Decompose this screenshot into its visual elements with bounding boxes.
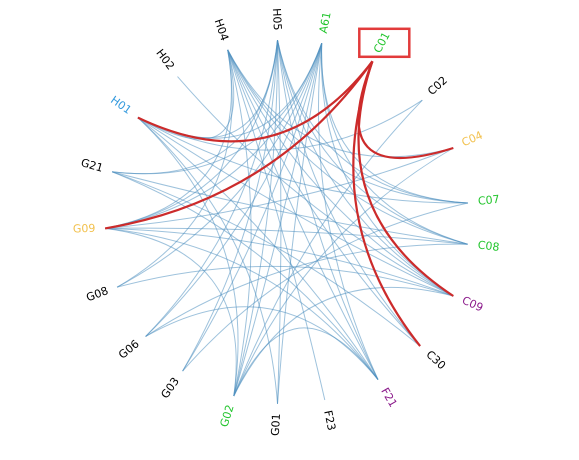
edge-F21-G02	[233, 327, 379, 397]
node-label-g21: G21	[79, 156, 104, 175]
node-label-g06: G06	[116, 337, 142, 361]
highlight-edge-C01-G09	[104, 60, 374, 230]
node-label-g08: G08	[84, 284, 110, 304]
edge-C09-G08	[116, 265, 454, 297]
edge-G02-H01	[137, 117, 239, 397]
highlight-box	[358, 27, 411, 59]
node-label-h04: H04	[212, 17, 232, 42]
edge-C08-H04	[227, 49, 468, 245]
edge-G02-G09	[105, 227, 237, 397]
edge-C04-H04	[227, 49, 454, 158]
edge-C09-H04	[227, 49, 454, 297]
edge-F21-A61	[318, 43, 379, 380]
edge-C04-G02	[233, 147, 454, 397]
highlight-edge-C01-C09	[357, 60, 454, 297]
edge-H01-H04	[137, 49, 235, 140]
highlight-edge-C01-C30	[352, 60, 421, 347]
edge-F21-H01	[137, 117, 379, 380]
node-label-c01: C01	[371, 30, 393, 55]
edge-G09-H05	[105, 40, 278, 229]
edge-H04-C30	[227, 49, 421, 347]
edge-A61-C08	[321, 43, 468, 245]
edge-C09-H05	[277, 40, 454, 297]
node-label-h02: H02	[153, 47, 177, 73]
edge-C30-G21	[111, 171, 421, 347]
edge-C04-G09	[105, 147, 454, 229]
node-label-c02: C02	[425, 74, 450, 98]
node-label-g01: G01	[269, 413, 283, 436]
node-label-c04: C04	[460, 129, 485, 150]
node-label-f23: F23	[321, 409, 338, 432]
edge-C02-G02	[233, 99, 423, 397]
edge-C09-H01	[137, 117, 454, 297]
edge-F21-H05	[277, 40, 379, 380]
node-label-c08: C08	[477, 238, 500, 254]
edge-G06-H05	[145, 40, 278, 337]
edge-F21-G21	[111, 171, 379, 380]
edge-G06-A61	[145, 43, 323, 337]
node-label-h05: H05	[270, 8, 284, 31]
edge-C30-H05	[277, 40, 421, 347]
edge-G09-H04	[105, 49, 232, 229]
edge-C08-G21	[111, 171, 468, 245]
edge-A61-C07	[321, 43, 469, 204]
node-label-f21: F21	[378, 385, 399, 409]
edge-G01-H01	[137, 117, 278, 404]
node-label-g03: G03	[158, 375, 182, 401]
edge-G03-H05	[182, 40, 278, 372]
edge-C07-H01	[137, 117, 469, 204]
node-label-c09: C09	[460, 294, 485, 315]
edge-G01-A61	[277, 43, 323, 404]
edge-G08-H04	[116, 49, 233, 288]
node-label-g02: G02	[218, 403, 237, 428]
highlight-edge-C01-H01	[137, 60, 374, 143]
edge-C08-G06	[145, 243, 468, 337]
node-label-a61: A61	[317, 11, 334, 35]
node-label-g09: G09	[73, 222, 96, 236]
highlight-edges-layer	[104, 60, 454, 347]
edge-C09-G02	[233, 286, 454, 397]
edge-G02-H05	[233, 40, 279, 397]
node-label-c07: C07	[477, 193, 500, 208]
edge-G08-A61	[116, 43, 323, 288]
edges-layer	[105, 40, 469, 404]
edge-F21-H04	[227, 49, 379, 380]
edge-G03-A61	[182, 43, 323, 372]
edge-C09-G09	[105, 227, 454, 297]
edge-C07-G03	[182, 202, 469, 372]
node-label-c30: C30	[423, 348, 448, 372]
edge-H04-C07	[227, 49, 469, 204]
edge-H05-C08	[277, 40, 468, 245]
edge-C08-G09	[105, 227, 468, 245]
edge-G02-H04	[227, 49, 252, 397]
node-label-h01: H01	[108, 93, 134, 116]
edge-F21-G06	[145, 306, 379, 380]
edge-G02-A61	[233, 43, 323, 397]
edge-G09-A61	[105, 43, 323, 229]
edge-F21-G09	[105, 227, 379, 380]
